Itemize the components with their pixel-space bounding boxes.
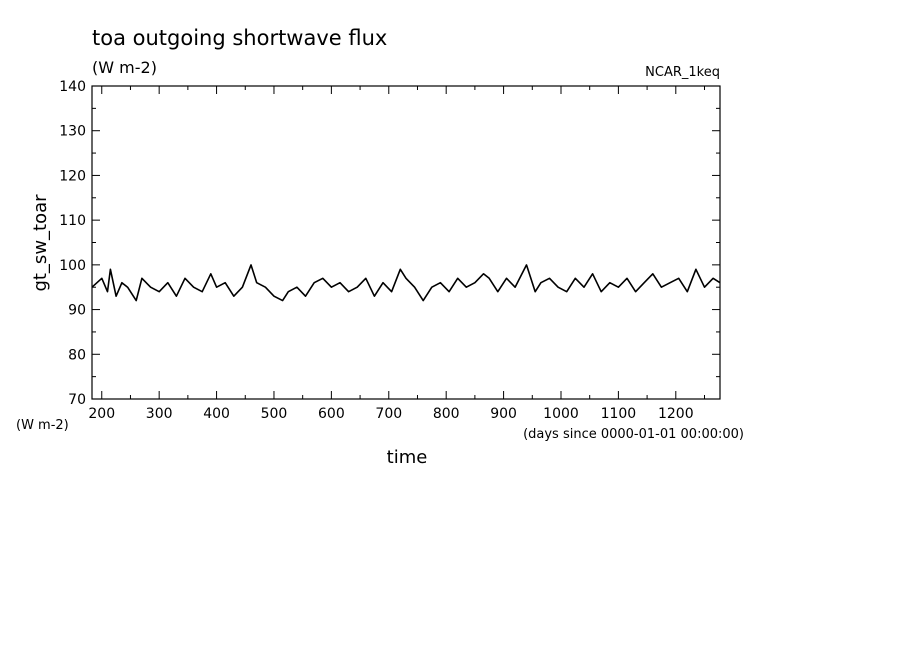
- x-tick-label: 1100: [601, 406, 637, 422]
- y-tick-label: 110: [59, 213, 86, 229]
- y-tick-label: 70: [68, 392, 86, 408]
- x-tick-label: 200: [88, 406, 115, 422]
- x-tick-label: 700: [375, 406, 402, 422]
- x-tick-label: 300: [146, 406, 173, 422]
- series-line: [91, 264, 721, 302]
- y-tick-label: 100: [59, 258, 86, 274]
- x-tick-label: 900: [490, 406, 517, 422]
- y-tick-label: 80: [68, 347, 86, 363]
- y-tick-label: 120: [59, 168, 86, 184]
- x-tick-label: 1200: [658, 406, 694, 422]
- x-tick-label: 500: [261, 406, 288, 422]
- plot-area: 70 80 90 100 110 120 130 140 200 300 400 500 600 700…: [59, 79, 721, 422]
- x-tick-label: 600: [318, 406, 345, 422]
- x-axis-units: (days since 0000-01-01 00:00:00): [523, 427, 744, 442]
- y-tick-label: 130: [59, 124, 86, 140]
- x-tick-label: 400: [203, 406, 230, 422]
- y-axis-ticks: 70 80 90 100 110 120 130 140: [59, 79, 720, 408]
- x-tick-label: 800: [433, 406, 460, 422]
- chart-title: toa outgoing shortwave flux: [92, 26, 387, 50]
- y-axis-label: gt_sw_toar: [30, 194, 51, 292]
- y-tick-label: 90: [68, 303, 86, 319]
- plot-frame: [91, 85, 721, 400]
- x-tick-label: 1000: [543, 406, 579, 422]
- x-axis-label: time: [387, 447, 428, 468]
- x-axis-ticks: 200 300 400 500 600 700 800 900 1000 1100 1200: [88, 86, 706, 422]
- chart-units: (W m-2): [92, 58, 157, 77]
- y-axis-units: (W m-2): [16, 418, 69, 433]
- dataset-label: NCAR_1keq: [645, 65, 720, 80]
- y-tick-label: 140: [59, 79, 86, 95]
